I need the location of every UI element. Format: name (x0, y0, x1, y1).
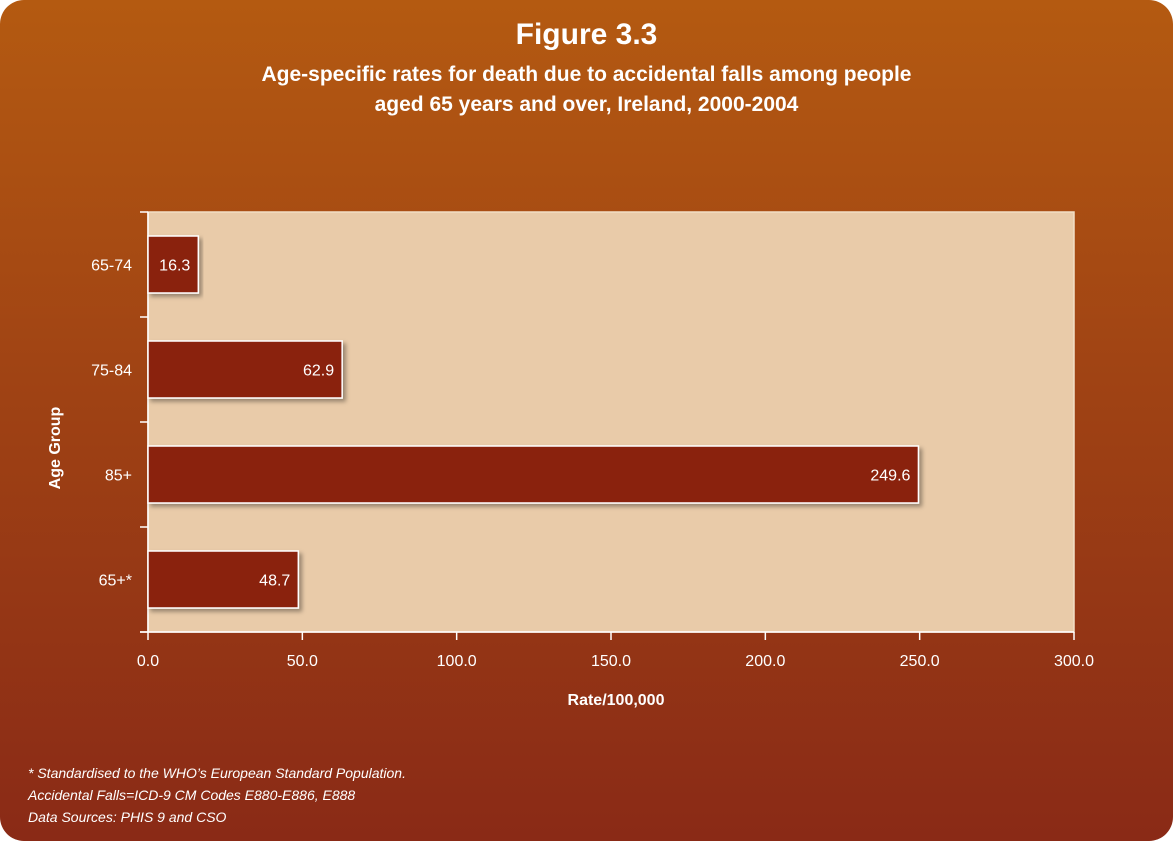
footnote-data-sources: Data Sources: PHIS 9 and CSO (28, 809, 227, 825)
x-tick-label: 0.0 (137, 653, 159, 670)
chart-title-line-2: aged 65 years and over, Ireland, 2000-20… (374, 93, 799, 116)
y-tick-label: 75-84 (91, 363, 132, 380)
x-tick-label: 200.0 (745, 653, 785, 670)
footnotes: * Standardised to the WHO’s European Sta… (28, 762, 406, 828)
bar-value-label: 249.6 (870, 468, 910, 485)
y-tick-label: 65-74 (91, 258, 132, 275)
x-tick-label: 100.0 (437, 653, 477, 670)
plot-area (147, 211, 1075, 633)
footnote-icd-codes: Accidental Falls=ICD-9 CM Codes E880-E88… (28, 787, 356, 803)
x-tick-label: 50.0 (287, 653, 318, 670)
chart-title-line-1: Age-specific rates for death due to acci… (261, 63, 912, 86)
x-axis-title: Rate/100,000 (568, 692, 665, 709)
bar (147, 445, 920, 504)
bar (147, 235, 200, 294)
y-tick-label: 65+* (99, 573, 132, 590)
bar-value-label: 48.7 (259, 573, 290, 590)
x-tick-label: 150.0 (591, 653, 631, 670)
bar-value-label: 16.3 (159, 258, 190, 275)
figure-label: Figure 3.3 (515, 18, 658, 51)
y-tick-label: 85+ (105, 468, 132, 485)
x-tick-label: 300.0 (1054, 653, 1094, 670)
footnote-standardised: * Standardised to the WHO’s European Sta… (28, 765, 406, 781)
x-tick-label: 250.0 (900, 653, 940, 670)
bar (147, 550, 300, 609)
bar (147, 340, 343, 399)
bar-value-label: 62.9 (303, 363, 334, 380)
y-axis-title: Age Group (47, 406, 64, 489)
